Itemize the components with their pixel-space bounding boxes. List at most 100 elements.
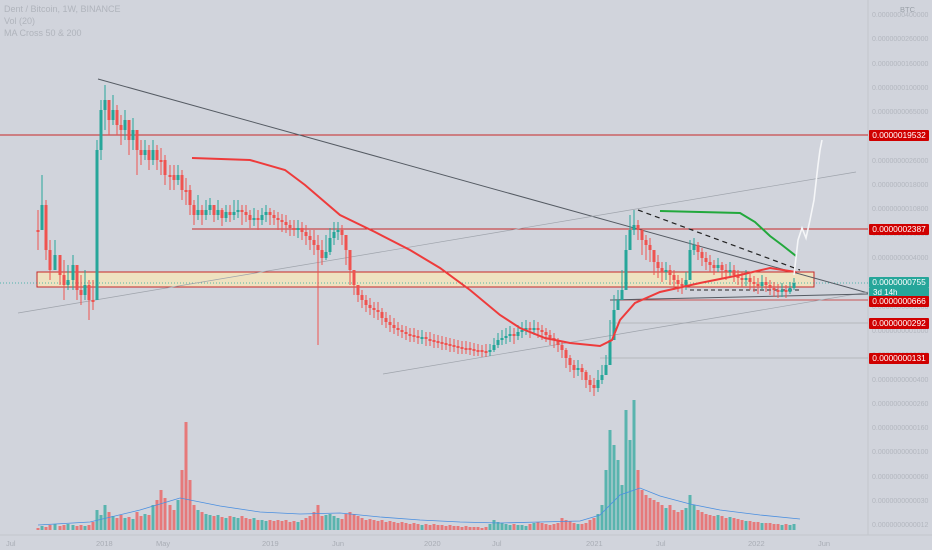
- candle-body: [440, 342, 444, 344]
- volume-bar: [155, 500, 159, 530]
- volume-bar: [668, 505, 672, 530]
- candle-body: [680, 284, 684, 286]
- candle-body: [380, 312, 384, 318]
- candle-body: [704, 258, 708, 262]
- candle-body: [532, 328, 536, 330]
- time-axis-tick: Jul: [6, 539, 16, 548]
- volume-bar: [103, 505, 107, 530]
- volume-bar: [356, 516, 360, 530]
- candle-body: [228, 212, 232, 215]
- time-axis-tick: Jun: [332, 539, 345, 548]
- volume-bar: [512, 524, 516, 530]
- candle-body: [584, 372, 588, 380]
- candle-body: [300, 228, 304, 232]
- candle-body: [79, 290, 83, 295]
- candle-body: [756, 284, 760, 286]
- candle-body: [740, 278, 744, 280]
- volume-bar: [576, 524, 580, 530]
- candle-body: [788, 288, 792, 292]
- volume-bar: [488, 524, 492, 530]
- volume-bar: [496, 522, 500, 530]
- candle-body: [448, 344, 452, 346]
- volume-bar: [500, 523, 504, 530]
- volume-bar: [720, 516, 724, 530]
- candle-body: [147, 150, 151, 160]
- volume-bar: [151, 505, 155, 530]
- volume-bar: [284, 520, 288, 530]
- volume-bar: [208, 515, 212, 530]
- volume-bar: [548, 525, 552, 530]
- candle-body: [272, 215, 276, 218]
- volume-bar: [448, 525, 452, 530]
- candle-body: [376, 310, 380, 312]
- candle-body: [224, 212, 228, 218]
- candle-body: [204, 210, 208, 215]
- candle-body: [168, 175, 172, 177]
- candle-body: [40, 205, 44, 230]
- volume-bar: [304, 518, 308, 530]
- candle-body: [604, 365, 608, 375]
- candle-body: [316, 245, 320, 250]
- candle-body: [468, 348, 472, 350]
- candle-body: [356, 285, 360, 295]
- candle-body: [644, 240, 648, 245]
- candle-body: [308, 236, 312, 240]
- volume-bar: [544, 524, 548, 530]
- candle-body: [732, 270, 736, 275]
- time-axis-tick: Jul: [492, 539, 502, 548]
- volume-bar: [672, 510, 676, 530]
- candle-body: [628, 230, 632, 250]
- candle-body: [256, 218, 260, 220]
- candle-body: [692, 245, 696, 250]
- price-axis-tick: 0.0000000100000: [872, 84, 929, 92]
- candle-body: [564, 350, 568, 358]
- volume-bar: [436, 525, 440, 530]
- candle-body: [155, 150, 159, 160]
- candle-body: [58, 255, 62, 275]
- price-axis-tick: 0.0000000000260: [872, 400, 929, 408]
- candle-body: [768, 285, 772, 288]
- volume-bar: [364, 520, 368, 530]
- volume-bar: [612, 445, 616, 530]
- volume-bar: [296, 522, 300, 530]
- volume-bar: [688, 495, 692, 530]
- volume-bar: [324, 515, 328, 530]
- candle-body: [452, 345, 456, 347]
- volume-bar: [600, 505, 604, 530]
- volume-bar: [608, 430, 612, 530]
- volume-bar: [748, 521, 752, 530]
- candle-body: [504, 336, 508, 338]
- volume-bar: [252, 518, 256, 530]
- candle-body: [688, 250, 692, 280]
- candle-body: [476, 350, 480, 352]
- candle-body: [131, 130, 135, 140]
- candle-body: [296, 228, 300, 230]
- candle-body: [372, 308, 376, 310]
- volume-bar: [432, 524, 436, 530]
- candle-body: [596, 380, 600, 388]
- volume-bar: [372, 520, 376, 530]
- volume-bar: [580, 524, 584, 530]
- volume-bar: [484, 527, 488, 530]
- candle-body: [556, 340, 560, 345]
- candle-body: [248, 215, 252, 220]
- candle-body: [364, 300, 368, 305]
- candle-body: [336, 230, 340, 232]
- volume-bar: [131, 519, 135, 530]
- volume-bar: [268, 520, 272, 530]
- candle-body: [616, 300, 620, 310]
- volume-bar: [440, 525, 444, 530]
- price-tag-resistance-1: 0.0000019532: [869, 130, 929, 141]
- candle-body: [400, 330, 404, 332]
- candle-body: [320, 250, 324, 258]
- symbol-title: Dent / Bitcoin, 1W, BINANCE: [4, 4, 121, 14]
- candle-body: [91, 300, 95, 302]
- price-axis-tick: 0.0000000001000: [872, 327, 929, 335]
- volume-bar: [66, 524, 70, 530]
- volume-bar: [712, 516, 716, 530]
- price-axis-tick: 0.0000000004000: [872, 255, 929, 262]
- candle-body: [396, 328, 400, 330]
- candle-body: [115, 110, 119, 125]
